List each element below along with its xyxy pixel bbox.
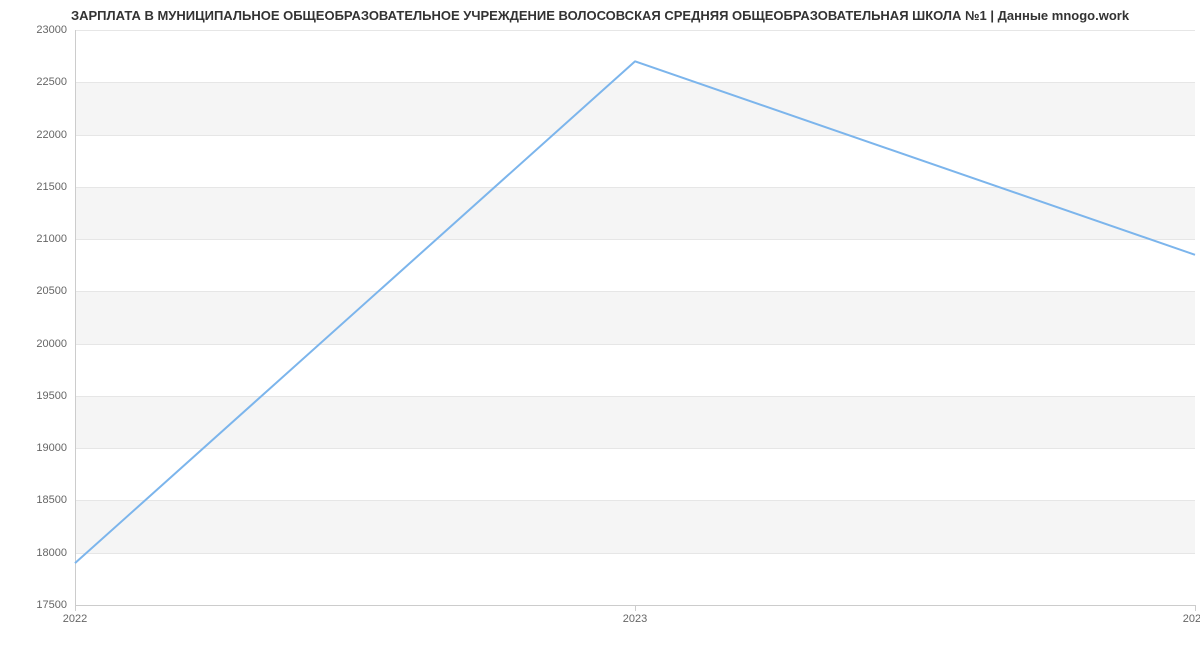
x-tick-label: 2022 <box>63 605 87 625</box>
chart-container: ЗАРПЛАТА В МУНИЦИПАЛЬНОЕ ОБЩЕОБРАЗОВАТЕЛ… <box>0 0 1200 650</box>
x-tick-label: 2024 <box>1183 605 1200 625</box>
y-tick-label: 23000 <box>36 24 75 36</box>
line-series <box>75 30 1195 605</box>
y-tick-label: 20000 <box>36 338 75 350</box>
y-tick-label: 21500 <box>36 181 75 193</box>
plot-area: 1750018000185001900019500200002050021000… <box>75 30 1195 605</box>
y-tick-label: 22000 <box>36 129 75 141</box>
y-tick-label: 19000 <box>36 442 75 454</box>
y-tick-label: 22500 <box>36 76 75 88</box>
y-tick-label: 21000 <box>36 233 75 245</box>
chart-title: ЗАРПЛАТА В МУНИЦИПАЛЬНОЕ ОБЩЕОБРАЗОВАТЕЛ… <box>0 8 1200 23</box>
x-tick-label: 2023 <box>623 605 647 625</box>
y-tick-label: 18000 <box>36 547 75 559</box>
y-tick-label: 19500 <box>36 390 75 402</box>
y-tick-label: 18500 <box>36 494 75 506</box>
y-tick-label: 20500 <box>36 285 75 297</box>
series-line <box>75 61 1195 563</box>
